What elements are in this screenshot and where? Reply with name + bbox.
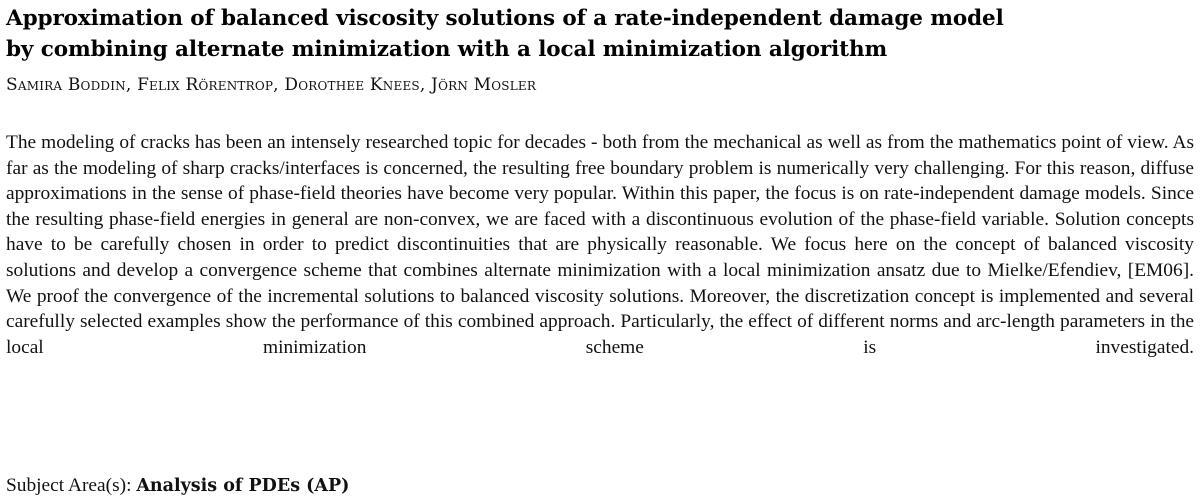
subject-area-label: Subject Area(s):: [6, 475, 132, 496]
paper-authors: Samira Boddin, Felix Rörentrop, Dorothee…: [6, 75, 537, 95]
subject-area: Subject Area(s): Analysis of PDEs (AP): [6, 474, 349, 498]
paper-title-line-1: Approximation of balanced viscosity solu…: [6, 6, 1004, 31]
paper-title: Approximation of balanced viscosity solu…: [6, 3, 1194, 65]
subject-area-value: Analysis of PDEs (AP): [136, 476, 350, 496]
paper-title-line-2: by combining alternate minimization with…: [6, 37, 888, 62]
paper-abstract: The modeling of cracks has been an inten…: [6, 132, 1194, 358]
